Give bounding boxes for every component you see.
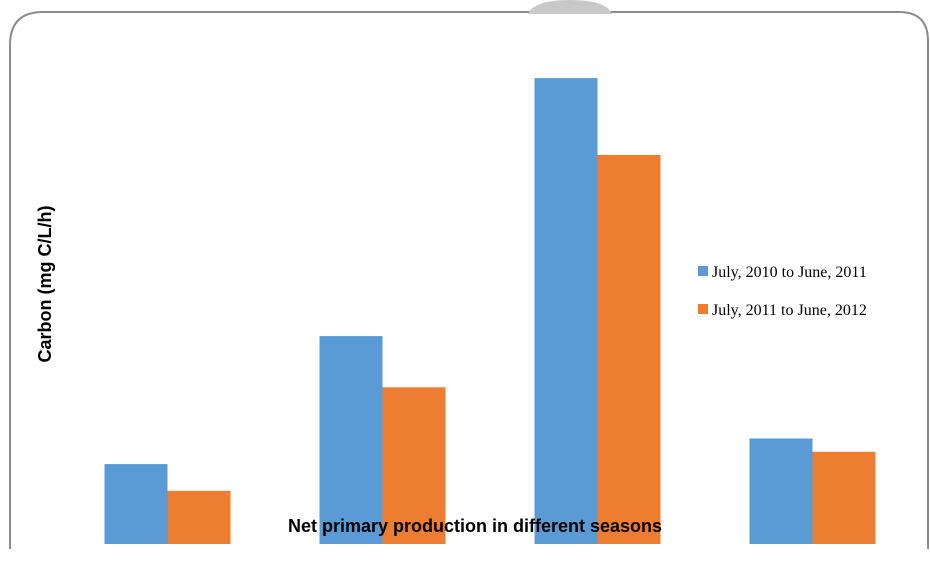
legend-label-series-2: July, 2011 to June, 2012	[712, 302, 867, 319]
bar-series-1-category-2	[319, 336, 383, 544]
chart-frame	[9, 11, 929, 549]
bar-series-1-category-4	[749, 438, 813, 544]
legend-swatch-series-2	[698, 304, 708, 314]
bar-series-2-category-4	[812, 451, 876, 544]
bar-series-2-category-3	[597, 154, 661, 544]
bar-series-2-category-2	[382, 387, 446, 544]
legend-swatch-series-1	[698, 266, 708, 276]
y-axis-label: Carbon (mg C/L/h)	[35, 206, 55, 363]
legend-label-series-1: July, 2010 to June, 2011	[712, 264, 867, 281]
bar-series-1-category-1	[104, 464, 168, 544]
legend: July, 2010 to June, 2011 July, 2011 to J…	[698, 264, 867, 319]
bars-group	[104, 78, 876, 544]
bar-series-2-category-1	[167, 490, 231, 544]
bar-series-1-category-3	[534, 78, 598, 544]
x-axis-label: Net primary production in different seas…	[288, 516, 662, 536]
frame-tab	[528, 0, 612, 14]
